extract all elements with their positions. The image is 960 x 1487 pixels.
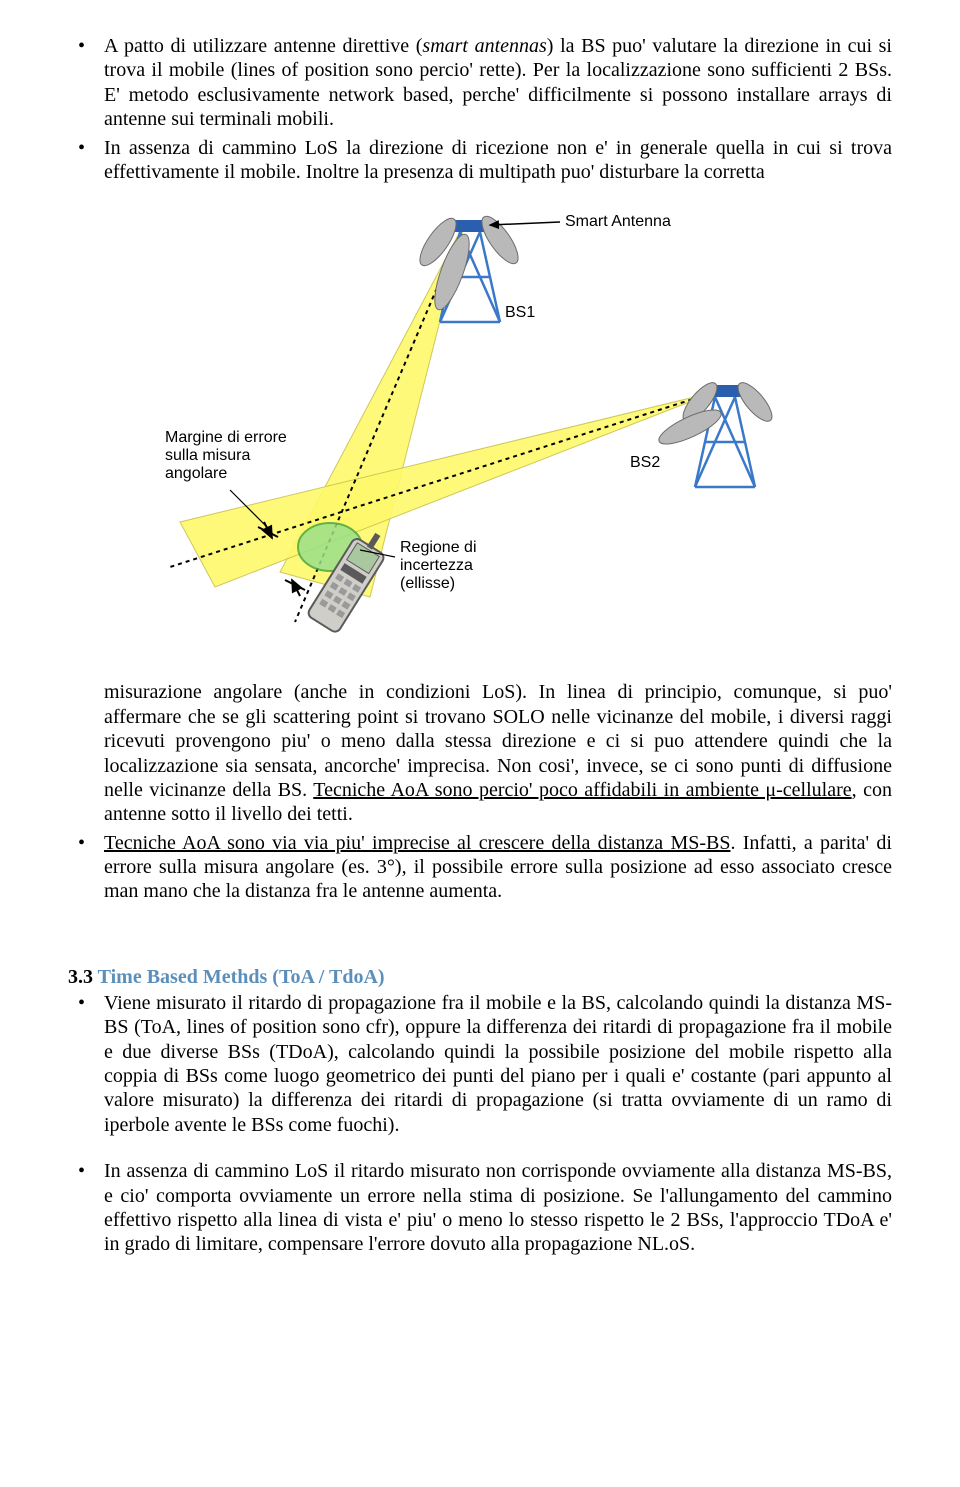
bullet-item-4: Tecniche AoA sono via via piu' imprecise… <box>68 831 892 904</box>
smart-antenna-arrow <box>490 222 560 225</box>
bullet-item-2: In assenza di cammino LoS la direzione d… <box>68 136 892 185</box>
label-bs1: BS1 <box>505 304 535 321</box>
spacer <box>68 908 892 930</box>
bullet-list-mid: Tecniche AoA sono via via piu' imprecise… <box>68 831 892 904</box>
text-4a: Tecniche AoA sono via via piu' imprecise… <box>104 832 730 854</box>
aoa-diagram: Smart Antenna BS1 BS2 Margine di errore … <box>160 192 800 672</box>
label-margin: Margine di errore sulla misura angolare <box>165 429 291 482</box>
label-region: Regione di incertezza (ellisse) <box>400 539 481 592</box>
text-6: In assenza di cammino LoS il ritardo mis… <box>104 1160 892 1255</box>
label-smart-antenna: Smart Antenna <box>565 213 671 230</box>
para-3: misurazione angolare (anche in condizion… <box>68 680 892 826</box>
text-1a: A patto di utilizzare antenne direttive … <box>104 35 422 57</box>
section-3-3-title: 3.3 Time Based Methds (ToA / TdoA) <box>68 966 892 989</box>
bullet-list-top: A patto di utilizzare antenne direttive … <box>68 34 892 184</box>
text-1b: smart antennas <box>422 35 546 57</box>
bullet-list-bottom-2: In assenza di cammino LoS il ritardo mis… <box>68 1159 892 1257</box>
text-2: In assenza di cammino LoS la direzione d… <box>104 137 892 183</box>
document-page: A patto di utilizzare antenne direttive … <box>0 0 960 1301</box>
label-bs2: BS2 <box>630 454 660 471</box>
bullet-item-6: In assenza di cammino LoS il ritardo mis… <box>68 1159 892 1257</box>
bullet-item-5: Viene misurato il ritardo di propagazion… <box>68 991 892 1137</box>
sec-txt: Time Based Methds (ToA / TdoA) <box>98 966 385 988</box>
text-3b: Tecniche AoA sono percio' poco affidabil… <box>313 779 851 801</box>
sec-num: 3.3 <box>68 966 98 988</box>
bullet-list-bottom: Viene misurato il ritardo di propagazion… <box>68 991 892 1137</box>
bullet-item-1: A patto di utilizzare antenne direttive … <box>68 34 892 132</box>
text-5: Viene misurato il ritardo di propagazion… <box>104 992 892 1136</box>
bs2-tower <box>655 378 777 487</box>
spacer-2 <box>68 1141 892 1159</box>
